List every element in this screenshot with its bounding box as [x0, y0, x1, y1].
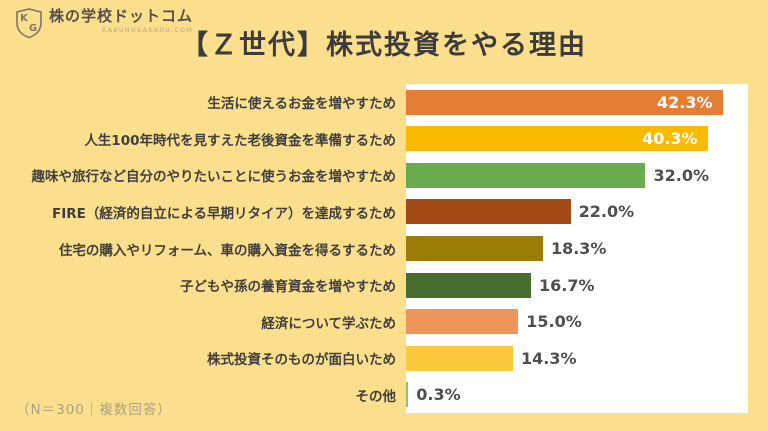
category-label: 株式投資そのものが面白いため [207, 352, 396, 369]
bar-track: 22.0% [406, 193, 748, 231]
bar [406, 162, 646, 188]
page-title: 【Ｚ世代】株式投資をやる理由 [181, 30, 587, 61]
category-label: 人生100年時代を見すえた老後資金を準備するため [84, 132, 396, 149]
bar-track: 15.0% [406, 303, 748, 340]
chart-row: 人生100年時代を見すえた老後資金を準備するため 40.3% [0, 120, 748, 158]
value-label: 15.0% [526, 312, 582, 332]
bar-track: 0.3% [406, 376, 748, 414]
bar [406, 309, 519, 335]
value-label: 14.3% [521, 348, 577, 368]
bar [406, 236, 543, 262]
chart-row: 生活に使えるお金を増やすため 42.3% [0, 84, 748, 121]
chart-row: 経済について学ぶため 15.0% [0, 303, 748, 340]
brand-domain: KABUNOGAKKOU.COM [101, 26, 194, 34]
chart-row: 子どもや孫の養育資金を増やすため 16.7% [0, 266, 748, 304]
bar [406, 272, 531, 298]
value-label: 0.3% [416, 385, 461, 405]
value-label: 40.3% [642, 129, 698, 149]
category-label: 生活に使えるお金を増やすため [207, 96, 396, 113]
bar: 42.3% [406, 89, 723, 115]
shield-kg-icon: K G [14, 7, 44, 39]
category-label: 経済について学ぶため [261, 315, 396, 332]
bar-track: 18.3% [406, 230, 748, 267]
bar-track: 40.3% [406, 120, 748, 158]
value-label: 22.0% [578, 202, 635, 222]
category-label: その他 [355, 388, 397, 405]
value-label: 16.7% [538, 275, 595, 295]
category-label: FIRE（経済的自立による早期リタイア）を達成するため [52, 205, 396, 222]
bar-track: 42.3% [406, 84, 748, 121]
chart-row: 趣味や旅行など自分のやりたいことに使うお金を増やすため 32.0% [0, 157, 748, 194]
bar: 40.3% [406, 126, 708, 152]
chart-row: 株式投資そのものが面白いため 14.3% [0, 339, 748, 377]
category-label: 子どもや孫の養育資金を増やすため [180, 279, 396, 296]
svg-text:G: G [29, 23, 37, 34]
bar-track: 16.7% [406, 266, 748, 304]
value-label: 42.3% [657, 92, 713, 112]
chart-row: FIRE（経済的自立による早期リタイア）を達成するため 22.0% [0, 193, 748, 231]
chart-row: 住宅の購入やリフォーム、車の購入資金を得るするため 18.3% [0, 230, 748, 267]
chart-row: その他 0.3% [0, 376, 748, 414]
brand-name: 株の学校ドットコム [49, 7, 194, 25]
svg-text:K: K [20, 13, 29, 24]
bar-track: 32.0% [406, 157, 748, 194]
bar [406, 345, 513, 371]
value-label: 18.3% [550, 239, 607, 259]
sample-size-note: （N＝300｜複数回答） [16, 402, 172, 418]
bar-chart: 生活に使えるお金を増やすため 42.3% 人生100年時代を見すえた老後資金を準備す… [0, 84, 748, 414]
bar [406, 382, 409, 408]
bar [406, 199, 571, 225]
category-label: 住宅の購入やリフォーム、車の購入資金を得るするため [58, 242, 396, 259]
category-label: 趣味や旅行など自分のやりたいことに使うお金を増やすため [31, 169, 397, 186]
brand-logo: K G 株の学校ドットコム KABUNOGAKKOU.COM [14, 7, 193, 39]
bar-track: 14.3% [406, 339, 748, 377]
value-label: 32.0% [653, 165, 709, 185]
